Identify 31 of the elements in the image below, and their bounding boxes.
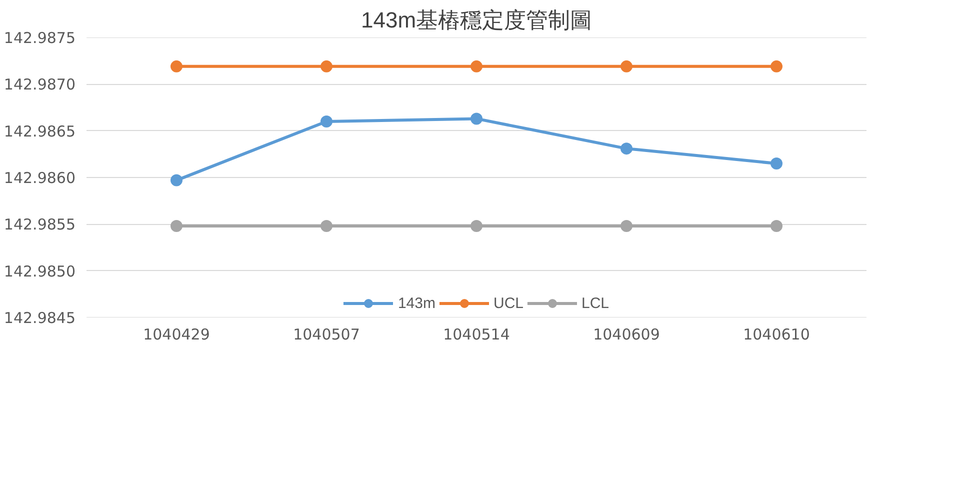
x-tick-label: 1040609 [593, 326, 660, 344]
y-tick-label: 142.9865 [4, 122, 76, 140]
x-tick-label: 1040429 [143, 326, 210, 344]
point [620, 220, 632, 232]
x-tick-label: 1040610 [743, 326, 810, 344]
point [170, 220, 182, 232]
y-tick-label: 142.9845 [4, 309, 76, 327]
y-tick-label: 142.9850 [4, 262, 76, 280]
point [470, 112, 482, 125]
point [470, 220, 482, 232]
point [470, 60, 482, 72]
point [620, 60, 632, 72]
y-tick-label: 142.9855 [4, 216, 76, 234]
point [320, 60, 332, 72]
y-tick-label: 142.9860 [4, 169, 76, 187]
point [770, 220, 782, 232]
point [620, 142, 632, 155]
point [320, 220, 332, 232]
point [170, 174, 182, 186]
y-tick-label: 142.9875 [4, 29, 76, 47]
point [320, 116, 332, 128]
y-tick-label: 142.9870 [4, 76, 76, 94]
legend-label: UCL [493, 294, 524, 312]
point [770, 60, 782, 72]
point [770, 158, 782, 170]
x-tick-label: 1040514 [443, 326, 510, 344]
legend-label: 143m [398, 294, 436, 312]
x-tick-label: 1040507 [293, 326, 360, 344]
legend-label: LCL [582, 294, 610, 312]
chart-title: 143m基樁穩定度管制圖 [360, 8, 592, 32]
point [170, 60, 182, 72]
